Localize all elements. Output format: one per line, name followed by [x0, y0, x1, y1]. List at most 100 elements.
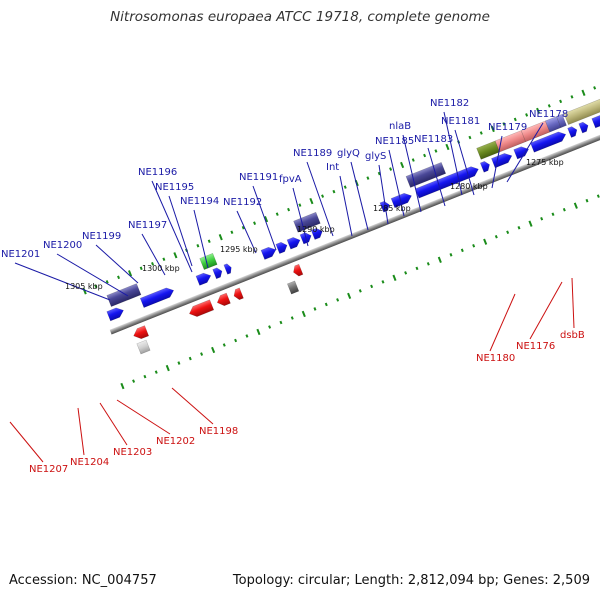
label-leader: [339, 175, 353, 237]
scale-tick: [525, 113, 529, 117]
label-leader: [571, 277, 575, 329]
label-leader: [489, 293, 516, 352]
scale-tick: [117, 275, 121, 280]
scale-tick: [162, 257, 166, 262]
scale-tick: [298, 203, 302, 207]
scale-tick: [241, 225, 245, 230]
scale-tick: [313, 307, 317, 311]
forward-gene: [390, 193, 412, 209]
scale-tick: [120, 382, 125, 390]
scale-tick: [222, 343, 226, 347]
reverse-gene-label: NE1202: [156, 436, 195, 447]
reverse-gene-label: dsbB: [560, 330, 585, 341]
forward-gene: [286, 237, 301, 250]
forward-gene-box: [556, 113, 567, 128]
scale-tick: [200, 352, 204, 356]
genome-track: [82, 26, 600, 390]
label-leader: [454, 129, 475, 196]
label-leader: [168, 195, 193, 267]
forward-gene-label: NE1189: [293, 148, 332, 159]
scale-tick: [290, 316, 294, 320]
forward-gene: [591, 102, 600, 129]
forward-gene-box: [405, 162, 447, 188]
forward-gene-label: NE1196: [138, 167, 177, 178]
scale-tick: [264, 215, 269, 223]
label-leader: [402, 134, 422, 213]
forward-gene-label: NE1181: [441, 116, 480, 127]
scale-tick: [547, 104, 551, 108]
label-leader: [9, 421, 44, 463]
scale-tick: [196, 243, 200, 248]
label-leader: [116, 399, 171, 435]
scale-label: 1305 kbp: [65, 282, 103, 291]
forward-gene-box: [293, 211, 321, 233]
forward-gene: [195, 272, 212, 286]
forward-gene: [223, 263, 232, 275]
scale-tick: [460, 248, 464, 253]
scale-tick: [287, 207, 291, 212]
reverse-gene-label: NE1198: [199, 426, 238, 437]
scale-tick: [389, 167, 393, 171]
reverse-gene-label: NE1203: [113, 447, 152, 458]
forward-gene: [414, 166, 479, 199]
scale-tick: [321, 194, 325, 198]
scale-tick: [275, 212, 279, 216]
reverse-gene: [293, 263, 304, 277]
forward-gene-label: glyS: [365, 151, 386, 162]
scale-tick: [404, 271, 408, 275]
scale-tick: [513, 117, 517, 122]
scale-tick: [494, 235, 498, 239]
scale-label: 1280 kbp: [450, 182, 488, 191]
scale-tick: [483, 238, 488, 245]
forward-gene: [379, 200, 390, 213]
forward-gene: [479, 161, 490, 173]
forward-gene-label: NE1182: [430, 98, 469, 109]
scale-tick: [400, 161, 405, 169]
scale-label: 1275 kbp: [526, 158, 564, 167]
scale-tick: [151, 262, 155, 266]
scale-tick: [434, 149, 438, 153]
scale-tick: [415, 266, 419, 271]
label-leader: [427, 147, 446, 207]
reverse-gene: [233, 287, 244, 301]
forward-gene-label: glyQ: [337, 148, 360, 159]
scale-tick: [230, 230, 234, 234]
scale-tick: [143, 374, 147, 379]
reverse-gene-label: NE1176: [516, 341, 555, 352]
reverse-gene: [189, 299, 215, 317]
label-leader: [529, 281, 563, 340]
label-leader: [14, 262, 111, 301]
scale-tick: [562, 207, 566, 212]
label-leader: [95, 244, 139, 284]
label-leader: [491, 135, 503, 189]
reverse-gene-label: NE1180: [476, 353, 515, 364]
scale-tick: [154, 370, 158, 374]
scale-tick: [207, 239, 211, 243]
reverse-gene-box: [136, 339, 151, 355]
scale-label: 1295 kbp: [220, 245, 258, 254]
label-leader: [388, 149, 405, 217]
scale-tick: [502, 122, 506, 126]
scale-label: 1300 kbp: [142, 264, 180, 273]
reverse-gene-box: [287, 280, 300, 295]
scale-tick: [472, 244, 476, 248]
scale-tick: [234, 338, 238, 343]
label-leader: [141, 233, 166, 276]
scale-tick: [593, 86, 597, 90]
scale-tick: [585, 198, 589, 203]
forward-gene-label: nlaB: [389, 121, 411, 132]
label-leader: [506, 122, 544, 183]
scale-tick: [449, 253, 453, 257]
label-leader: [236, 210, 257, 254]
scale-tick: [177, 361, 181, 365]
forward-gene: [578, 121, 589, 134]
scale-tick: [479, 131, 483, 135]
label-leader: [306, 161, 334, 237]
scale-tick: [573, 202, 578, 209]
label-leader: [350, 161, 369, 231]
forward-gene-label: NE1192: [223, 197, 262, 208]
scale-tick: [165, 364, 170, 372]
genome-summary-text: Topology: circular; Length: 2,812,094 bp…: [232, 573, 590, 588]
forward-gene-label: NE1199: [82, 231, 121, 242]
